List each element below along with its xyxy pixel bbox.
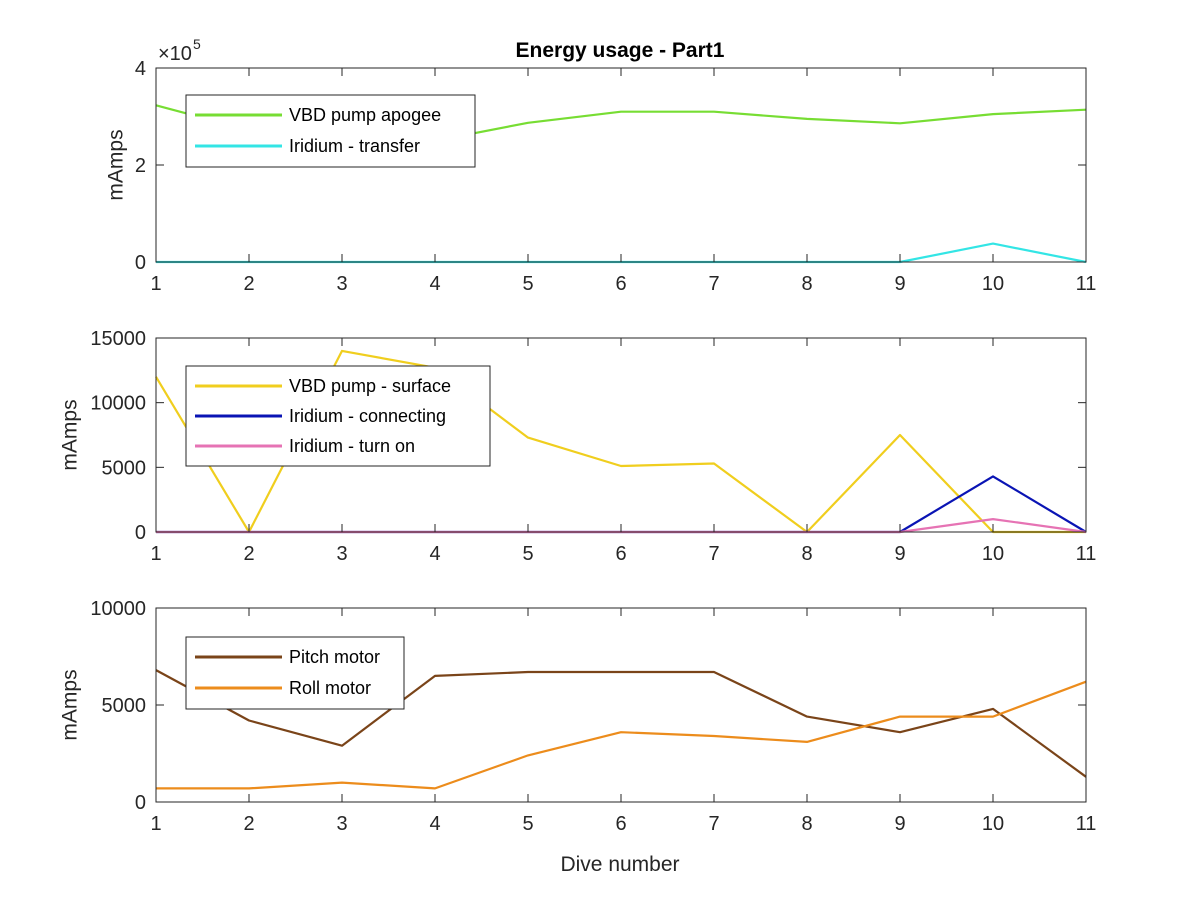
legend-label: Roll motor: [289, 678, 371, 698]
x-tick-label: 9: [894, 273, 905, 295]
y-axis-label: mAmps: [59, 669, 82, 740]
x-tick-label: 5: [522, 273, 533, 295]
series-line-roll-motor: [156, 680, 1087, 790]
x-tick-label: 3: [336, 813, 347, 835]
x-tick-label: 8: [801, 543, 812, 565]
legend-box: [185, 94, 476, 168]
y-tick-label: 5000: [102, 695, 147, 717]
y-tick-label: 2: [135, 155, 146, 177]
x-tick-label: 7: [708, 813, 719, 835]
x-tick-label: 9: [894, 543, 905, 565]
y-tick-label: 10000: [90, 598, 146, 620]
x-tick-label: 3: [336, 543, 347, 565]
x-tick-label: 11: [1076, 813, 1097, 835]
x-axis-label: Dive number: [560, 853, 679, 876]
x-tick-label: 2: [243, 813, 254, 835]
legend: VBD pump - surface Iridium - connecting Ir…: [185, 365, 491, 467]
x-tick-label: 3: [336, 273, 347, 295]
legend-label: Pitch motor: [289, 647, 380, 667]
x-tick-label: 7: [708, 543, 719, 565]
y-exponent-times: ×10: [158, 43, 192, 65]
legend: VBD pump apogee Iridium - transfer: [185, 94, 476, 168]
x-tick-label: 1: [150, 273, 161, 295]
x-tick-label: 9: [894, 813, 905, 835]
y-tick-label: 0: [135, 792, 146, 814]
x-tick-label: 6: [615, 813, 626, 835]
series-line-pitch-motor: [155, 669, 1087, 778]
x-tick-label: 4: [429, 813, 440, 835]
legend-label: Iridium - turn on: [289, 436, 415, 456]
legend-label: Iridium - connecting: [289, 406, 446, 426]
legend-box: [185, 636, 405, 710]
y-exponent-label: ×10 5: [158, 36, 201, 65]
y-tick-label: 4: [135, 58, 146, 80]
x-tick-label: 2: [243, 543, 254, 565]
x-tick-label: 6: [615, 273, 626, 295]
x-tick-label: 11: [1076, 543, 1097, 565]
x-tick-label: 2: [243, 273, 254, 295]
y-tick-label: 0: [135, 522, 146, 544]
x-tick-label: 8: [801, 813, 812, 835]
legend-label: VBD pump - surface: [289, 376, 451, 396]
x-tick-label: 4: [429, 543, 440, 565]
x-tick-label: 10: [982, 273, 1004, 295]
y-tick-label: 0: [135, 252, 146, 274]
chart-panel-3: 1 2 3 4 5 6 7 8 9 10 11 0 5000 10000 mAmps Pitch motor R…: [59, 598, 1097, 835]
x-tick-label: 10: [982, 543, 1004, 565]
y-tick-label: 15000: [90, 328, 146, 350]
x-tick-label: 8: [801, 273, 812, 295]
x-tick-label: 10: [982, 813, 1004, 835]
x-tick-label: 6: [615, 543, 626, 565]
x-tick-label: 7: [708, 273, 719, 295]
legend-label: Iridium - transfer: [289, 136, 420, 156]
x-tick-label: 1: [150, 813, 161, 835]
legend: Pitch motor Roll motor: [185, 636, 405, 710]
x-tick-label: 4: [429, 273, 440, 295]
chart-panel-2: 1 2 3 4 5 6 7 8 9 10 11 0 5000 10000 15000 mAmps VBD pum…: [59, 328, 1097, 565]
y-tick-label: 5000: [102, 457, 147, 479]
y-tick-label: 10000: [90, 393, 146, 415]
x-tick-label: 5: [522, 543, 533, 565]
figure-title: Energy usage - Part1: [516, 39, 725, 62]
legend-label: VBD pump apogee: [289, 105, 441, 125]
x-tick-label: 1: [150, 543, 161, 565]
x-tick-label: 5: [522, 813, 533, 835]
y-axis-label: mAmps: [105, 129, 128, 200]
y-exponent-power: 5: [193, 36, 201, 52]
x-tick-label: 11: [1076, 273, 1097, 295]
y-axis-label: mAmps: [59, 399, 82, 470]
